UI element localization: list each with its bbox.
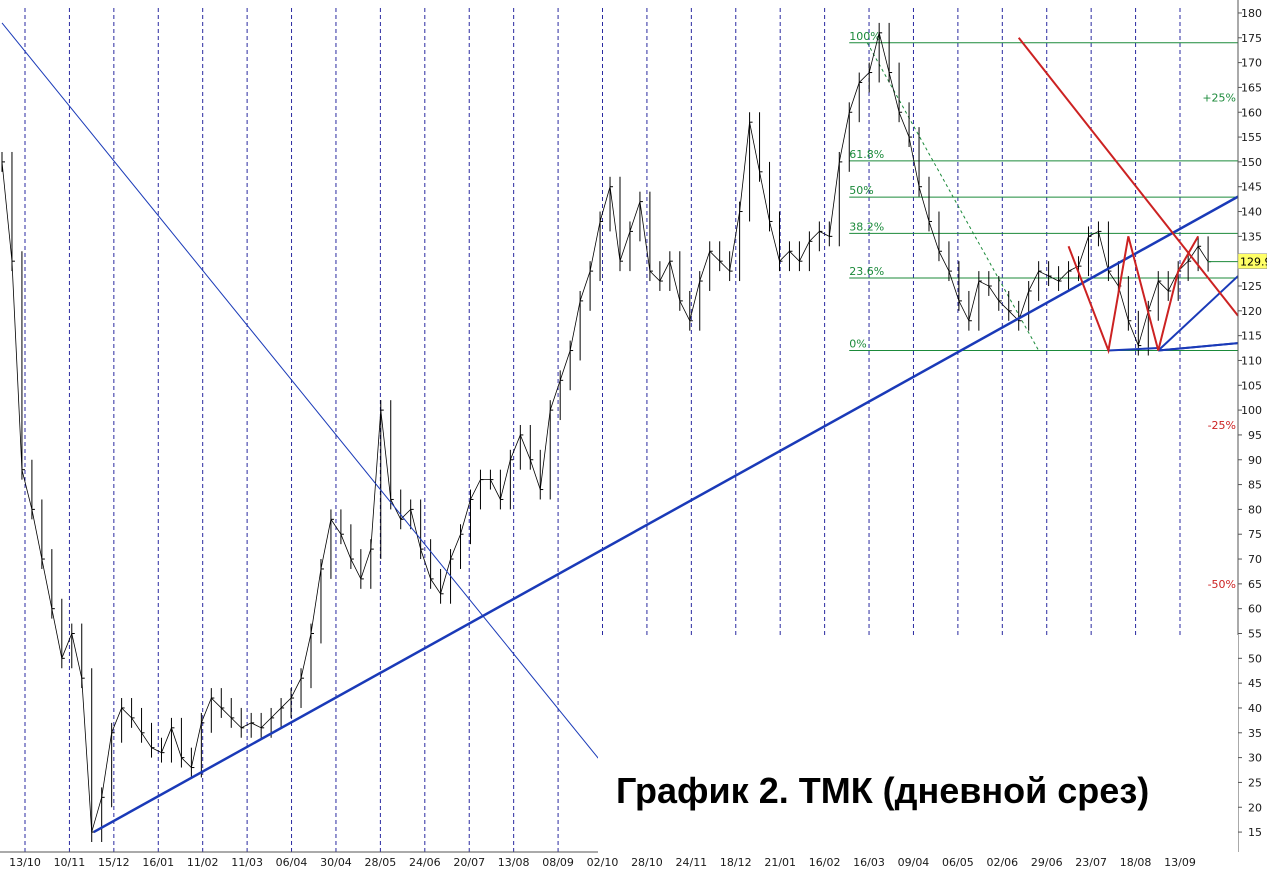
- x-tick-label: 18/08: [1120, 856, 1152, 869]
- x-tick-label: 24/06: [409, 856, 441, 869]
- last-price-label: 129.9: [1240, 256, 1267, 269]
- x-tick-label: 20/07: [453, 856, 485, 869]
- trend-line: [1017, 37, 1239, 317]
- percent-label: -25%: [1208, 419, 1236, 432]
- y-tick-label: 25: [1248, 776, 1262, 789]
- fib-level-label: 50%: [849, 184, 873, 197]
- y-tick-label: 90: [1248, 454, 1262, 467]
- fib-level-label: 100%: [849, 30, 880, 43]
- x-tick-label: 11/02: [187, 856, 219, 869]
- fib-diagonal-line: [866, 42, 1040, 351]
- trend-line: [1158, 342, 1239, 352]
- x-tick-label: 13/10: [9, 856, 41, 869]
- price-line: [1, 32, 1209, 833]
- fib-level-label: 61.8%: [849, 148, 884, 161]
- x-tick-label: 13/08: [498, 856, 530, 869]
- x-tick-label: 16/02: [809, 856, 841, 869]
- trend-line: [93, 195, 1239, 834]
- y-tick-label: 40: [1248, 702, 1262, 715]
- chart-title: График 2. ТМК (дневной срез): [616, 770, 1149, 811]
- y-tick-label: 45: [1248, 677, 1262, 690]
- x-tick-label: 23/07: [1075, 856, 1107, 869]
- y-tick-label: 160: [1241, 106, 1262, 119]
- x-tick-label: 28/10: [631, 856, 663, 869]
- fib-level-label: 38.2%: [849, 220, 884, 233]
- y-tick-label: 65: [1248, 578, 1262, 591]
- x-tick-label: 18/12: [720, 856, 752, 869]
- x-tick-label: 24/11: [675, 856, 707, 869]
- y-tick-label: 165: [1241, 81, 1262, 94]
- x-tick-label: 28/05: [365, 856, 397, 869]
- y-tick-label: 15: [1248, 826, 1262, 839]
- trend-lines-layer: [1, 22, 1239, 834]
- y-tick-label: 175: [1241, 32, 1262, 45]
- trend-line: [1, 22, 631, 798]
- fib-level-label: 23.6%: [849, 265, 884, 278]
- x-tick-label: 08/09: [542, 856, 574, 869]
- y-tick-label: 30: [1248, 752, 1262, 765]
- y-tick-label: 120: [1241, 305, 1262, 318]
- y-tick-label: 80: [1248, 503, 1262, 516]
- y-tick-label: 20: [1248, 801, 1262, 814]
- y-tick-label: 150: [1241, 156, 1262, 169]
- y-tick-label: 95: [1248, 429, 1262, 442]
- y-tick-label: 50: [1248, 652, 1262, 665]
- y-tick-label: 105: [1241, 379, 1262, 392]
- last-price-box: [1237, 253, 1267, 269]
- y-tick-label: 180: [1241, 7, 1262, 20]
- x-tick-label: 06/05: [942, 856, 974, 869]
- x-tick-label: 21/01: [764, 856, 796, 869]
- x-tick-label: 13/09: [1164, 856, 1196, 869]
- y-tick-label: 35: [1248, 727, 1262, 740]
- x-tick-label: 11/03: [231, 856, 263, 869]
- y-tick-label: 110: [1241, 354, 1262, 367]
- y-tick-label: 135: [1241, 230, 1262, 243]
- x-tick-label: 16/03: [853, 856, 885, 869]
- x-tick-label: 02/06: [986, 856, 1018, 869]
- trend-line: [1108, 347, 1159, 352]
- y-tick-label: 60: [1248, 603, 1262, 616]
- y-tick-label: 140: [1241, 206, 1262, 219]
- y-tick-label: 100: [1241, 404, 1262, 417]
- y-tick-label: 55: [1248, 628, 1262, 641]
- x-tick-label: 29/06: [1031, 856, 1063, 869]
- x-tick-label: 02/10: [587, 856, 619, 869]
- percent-label: -50%: [1208, 578, 1236, 591]
- y-tick-label: 75: [1248, 528, 1262, 541]
- price-series-layer: [1, 22, 1212, 842]
- fib-level-label: 0%: [849, 338, 866, 351]
- y-tick-label: 85: [1248, 479, 1262, 492]
- x-tick-label: 15/12: [98, 856, 130, 869]
- percent-label: +25%: [1202, 91, 1236, 104]
- trend-line: [1157, 275, 1239, 352]
- y-tick-label: 115: [1241, 330, 1262, 343]
- x-tick-label: 09/04: [898, 856, 930, 869]
- trend-line: [1067, 235, 1199, 355]
- x-tick-label: 06/04: [276, 856, 308, 869]
- x-tick-label: 16/01: [142, 856, 174, 869]
- x-tick-label: 10/11: [54, 856, 86, 869]
- y-tick-label: 155: [1241, 131, 1262, 144]
- y-tick-label: 125: [1241, 280, 1262, 293]
- caption-panel: [598, 635, 1238, 855]
- y-tick-label: 170: [1241, 57, 1262, 70]
- y-tick-label: 145: [1241, 181, 1262, 194]
- y-tick-label: 70: [1248, 553, 1262, 566]
- x-tick-label: 30/04: [320, 856, 352, 869]
